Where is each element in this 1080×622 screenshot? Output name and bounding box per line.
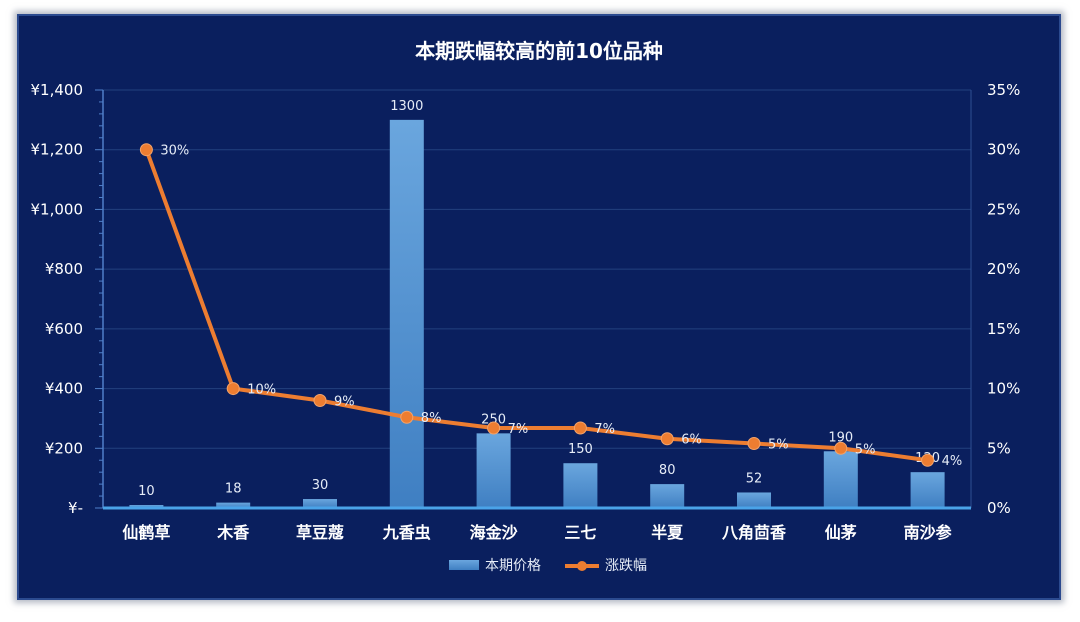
- bar-data-label: 250: [481, 412, 506, 427]
- legend-bar-label: 本期价格: [485, 558, 541, 574]
- chart-panel: 本期跌幅较高的前10位品种 ¥- ¥200 ¥400 ¥600 ¥800 ¥1,000 ¥1…: [17, 14, 1061, 600]
- line-data-label: 7%: [594, 422, 615, 437]
- bar-data-label: 80: [659, 463, 676, 478]
- x-category-label: 三七: [564, 523, 596, 542]
- line-point: [573, 421, 587, 435]
- bar: [823, 451, 858, 508]
- y-right-tick-label: 0%: [987, 499, 1011, 517]
- bar-data-label: 1300: [390, 99, 423, 114]
- bar-data-label: 150: [568, 442, 593, 457]
- y-right-tick-label: 30%: [987, 141, 1020, 159]
- y-left-tick-label: ¥200: [45, 439, 83, 457]
- line-data-label: 6%: [681, 433, 702, 448]
- line-data-label: 9%: [334, 395, 355, 410]
- line-point: [660, 432, 674, 446]
- line-data-label: 7%: [508, 422, 529, 437]
- line-point: [834, 441, 848, 455]
- bar: [216, 502, 251, 508]
- bar: [910, 472, 945, 508]
- line-data-label: 5%: [768, 438, 789, 453]
- x-category-label: 九香虫: [382, 523, 431, 542]
- y-left-tick-label: ¥400: [45, 380, 83, 398]
- y-right-tick-label: 10%: [987, 380, 1020, 398]
- bar-data-label: 52: [746, 471, 763, 486]
- bar: [476, 433, 511, 508]
- x-category-label: 南沙参: [904, 523, 953, 542]
- bar-data-label: 10: [138, 484, 155, 499]
- line-data-label: 8%: [421, 411, 442, 426]
- line-point: [313, 394, 327, 408]
- x-category-label: 半夏: [651, 523, 684, 542]
- y-left-tick-label: ¥600: [45, 320, 83, 338]
- y-left-tick-label: ¥800: [45, 260, 83, 278]
- bar-data-label: 18: [225, 482, 242, 497]
- bar: [563, 463, 598, 508]
- y-left-tick-label: ¥-: [68, 499, 83, 517]
- line-point: [139, 143, 153, 157]
- y-right-tick-label: 20%: [987, 260, 1020, 278]
- line-point: [487, 421, 501, 435]
- y-right-tick-label: 5%: [987, 439, 1011, 457]
- line-point: [400, 410, 414, 424]
- combo-chart: 本期跌幅较高的前10位品种 ¥- ¥200 ¥400 ¥600 ¥800 ¥1,000 ¥1…: [31, 39, 1021, 574]
- x-category-label: 海金沙: [470, 523, 518, 542]
- bar: [737, 492, 771, 508]
- bar: [303, 499, 337, 508]
- line-data-label: 30%: [160, 144, 189, 159]
- chart-title: 本期跌幅较高的前10位品种: [415, 39, 663, 63]
- legend-line-marker: [577, 561, 587, 571]
- x-category-label: 八角茴香: [721, 523, 787, 542]
- y-right-tick-label: 25%: [987, 200, 1020, 218]
- legend-bar-swatch: [449, 560, 479, 570]
- x-category-label: 仙鹤草: [122, 523, 170, 542]
- y-right-tick-label: 35%: [987, 81, 1020, 99]
- line-point: [747, 437, 761, 451]
- line-data-label: 10%: [247, 383, 276, 398]
- bar-data-label: 30: [312, 478, 329, 493]
- line-data-label: 4%: [942, 454, 963, 469]
- y-right-tick-label: 15%: [987, 320, 1020, 338]
- line-point: [226, 382, 240, 396]
- line-data-label: 5%: [855, 442, 876, 457]
- y-left-tick-label: ¥1,400: [31, 81, 84, 99]
- bar: [389, 119, 424, 508]
- legend-line-label: 涨跌幅: [605, 558, 647, 574]
- x-category-label: 仙茅: [825, 523, 857, 542]
- line-series-path: [144, 149, 928, 463]
- bar: [650, 484, 685, 508]
- line-point: [921, 453, 935, 467]
- x-category-label: 草豆蔻: [296, 523, 344, 542]
- x-category-label: 木香: [216, 523, 250, 542]
- y-left-tick-label: ¥1,200: [31, 141, 84, 159]
- y-left-tick-label: ¥1,000: [31, 200, 84, 218]
- bar-data-label: 190: [828, 430, 853, 445]
